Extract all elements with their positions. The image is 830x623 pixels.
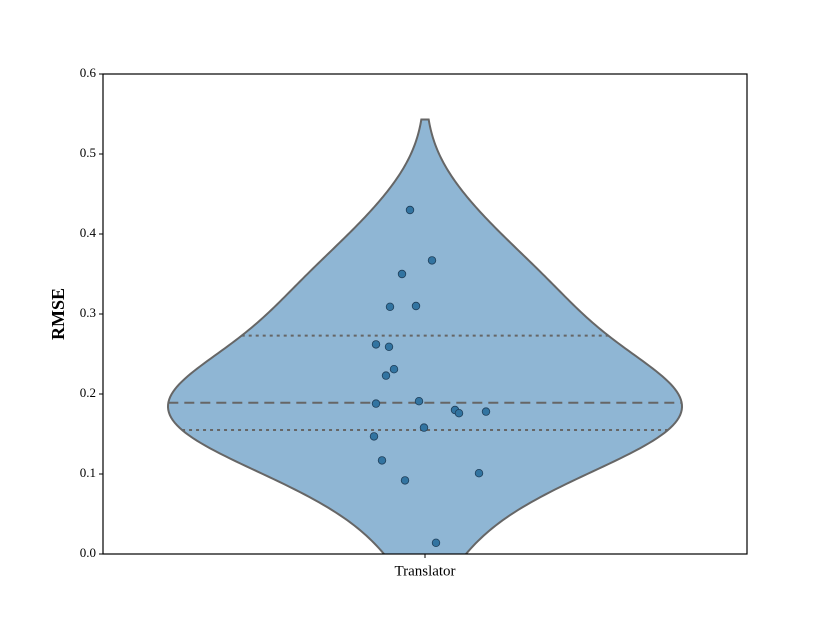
data-point: [377, 456, 387, 465]
data-point: [384, 342, 394, 351]
y-tick-label: 0.5: [80, 145, 96, 160]
data-point: [405, 205, 415, 215]
data-point: [427, 256, 437, 265]
y-tick-label: 0.3: [80, 305, 96, 320]
violin: [166, 118, 684, 554]
x-tick-label: Translator: [394, 563, 455, 579]
data-point: [414, 397, 424, 406]
data-point: [381, 371, 391, 380]
data-point: [431, 538, 441, 547]
data-point: [400, 476, 410, 485]
plot-frame: [102, 73, 748, 555]
data-point: [371, 340, 381, 349]
data-point: [397, 269, 407, 279]
data-point: [389, 365, 399, 374]
y-axis-label: RMSE: [48, 288, 68, 340]
data-point: [419, 423, 429, 432]
y-tick-label: 0.0: [80, 545, 96, 560]
y-tick-label: 0.4: [80, 225, 97, 240]
data-point: [474, 469, 484, 478]
data-point: [411, 301, 421, 311]
y-tick-label: 0.1: [80, 465, 96, 480]
plot-area: [166, 118, 684, 554]
data-point: [369, 432, 379, 441]
data-point: [481, 407, 491, 416]
data-point: [371, 399, 381, 408]
data-point: [385, 302, 395, 311]
y-tick-label: 0.2: [80, 385, 96, 400]
y-tick-label: 0.6: [80, 65, 97, 80]
data-point: [454, 409, 464, 418]
